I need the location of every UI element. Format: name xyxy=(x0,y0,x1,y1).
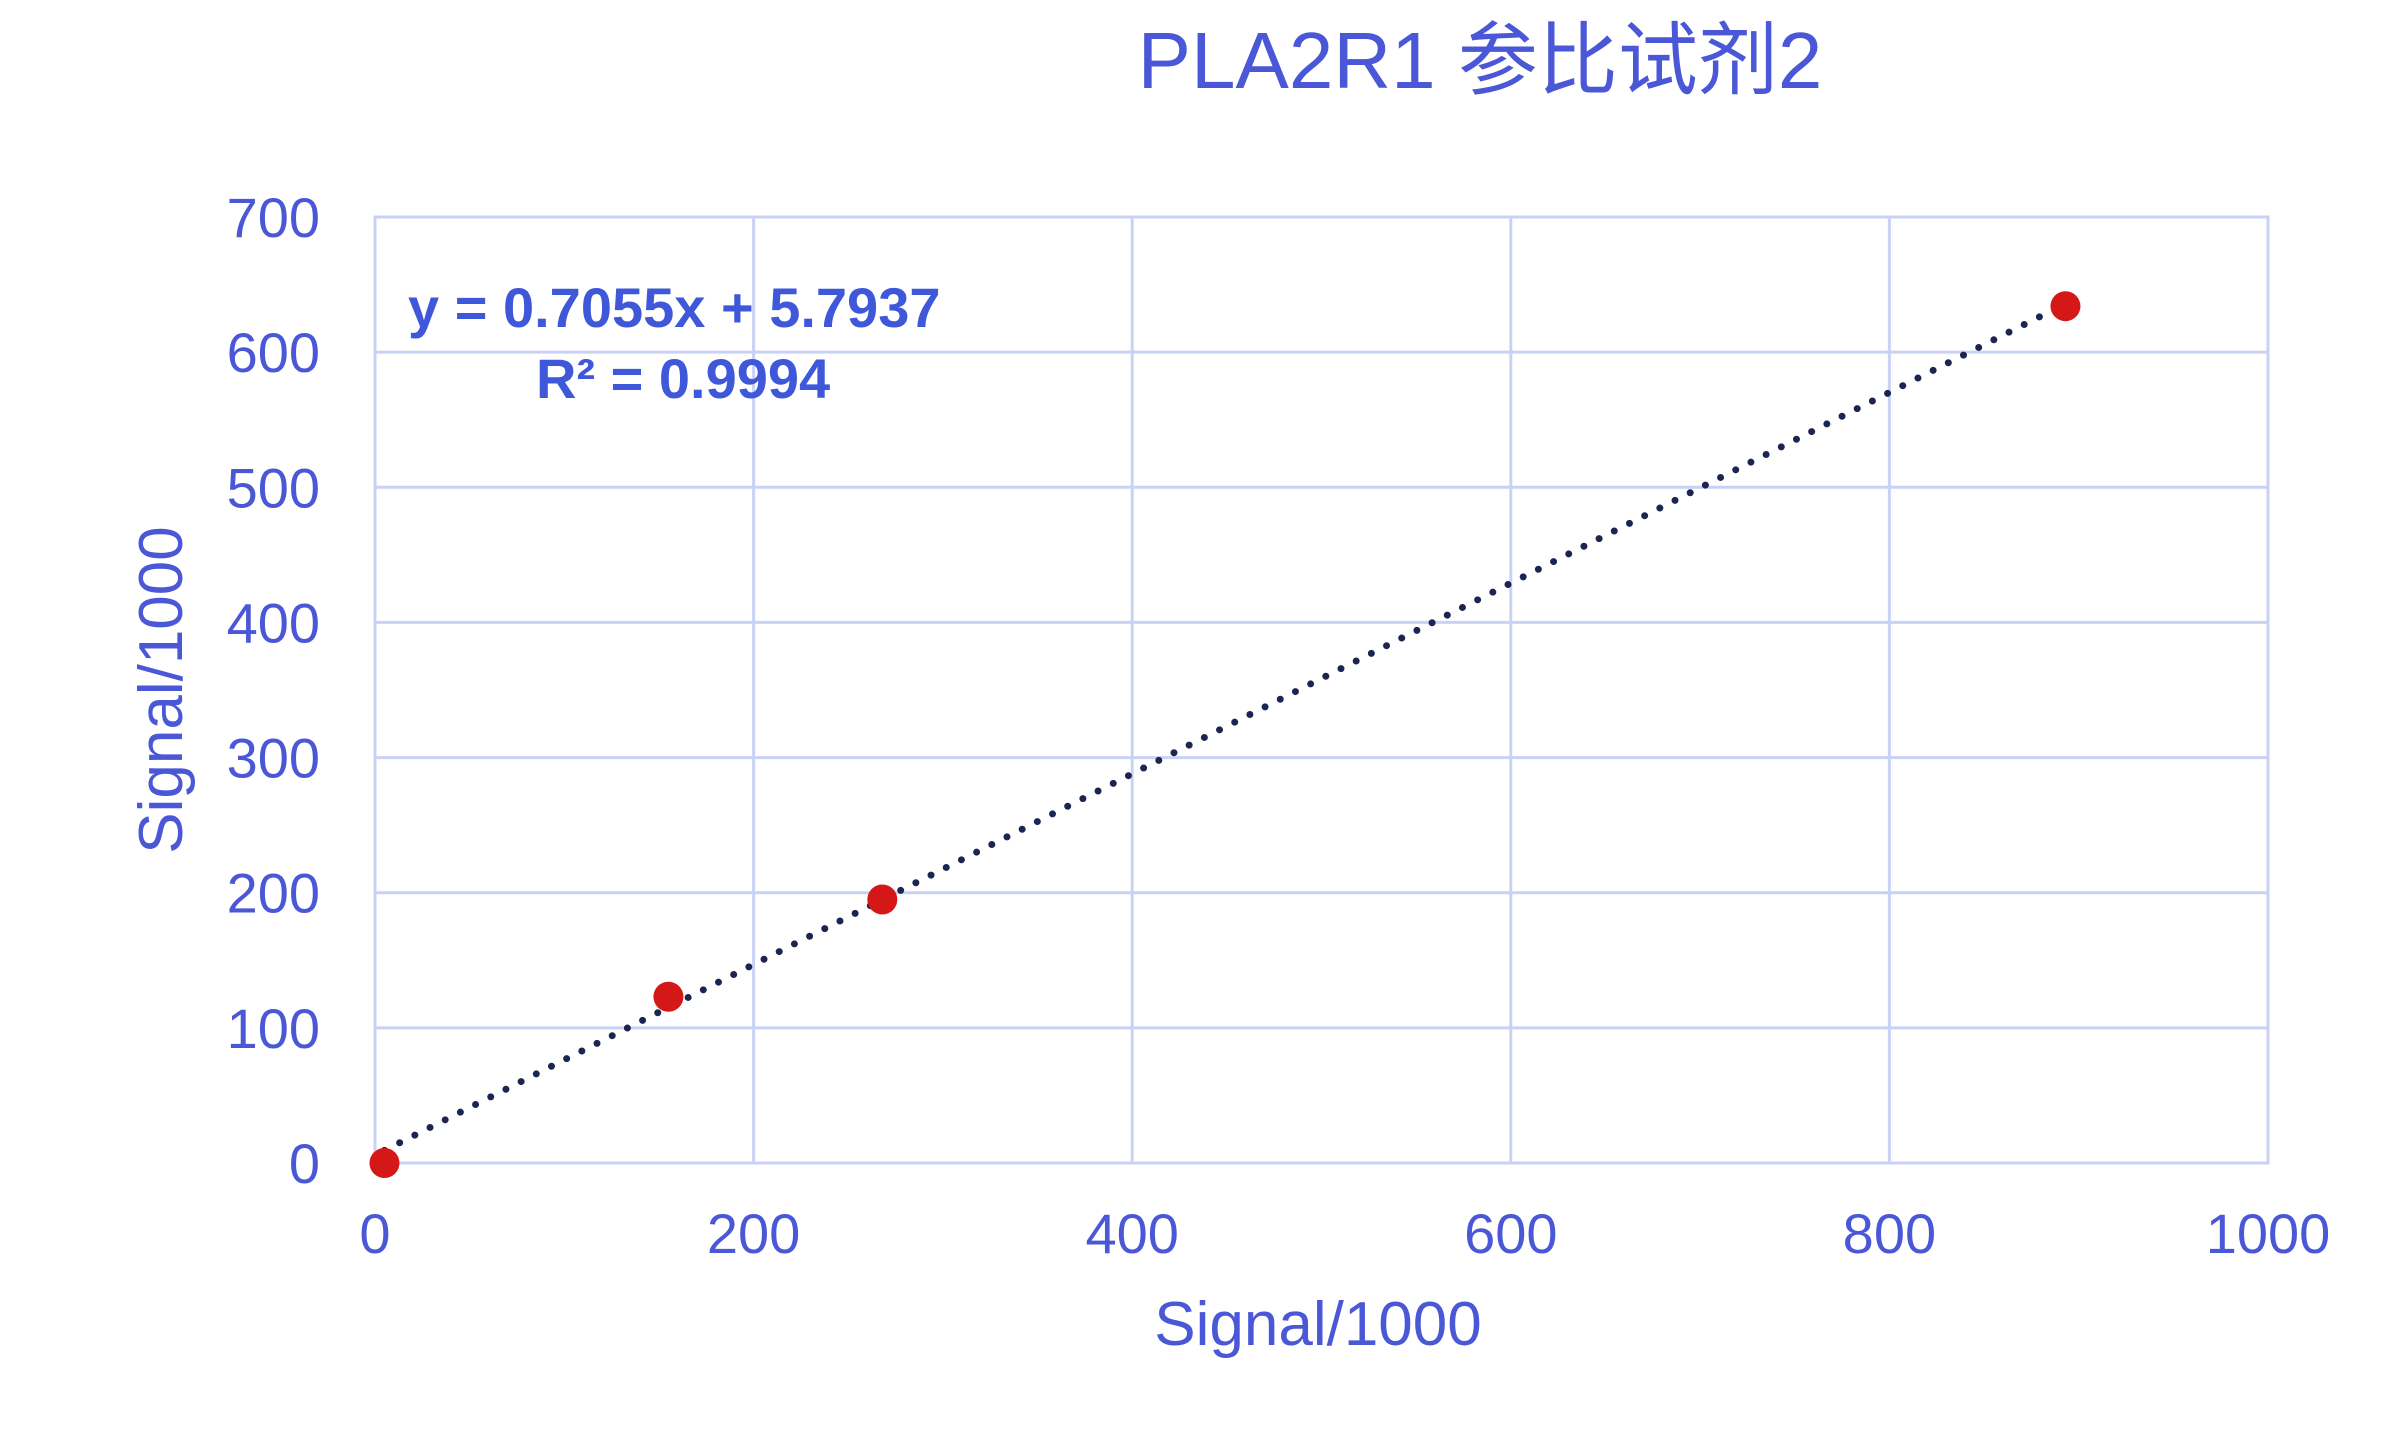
x-tick-label: 800 xyxy=(1843,1202,1936,1265)
y-tick-label: 100 xyxy=(227,997,320,1060)
y-tick-label: 400 xyxy=(227,591,320,654)
plot-area-border xyxy=(373,215,2270,1165)
y-tick-label: 600 xyxy=(227,321,320,384)
x-tick-label: 1000 xyxy=(2206,1202,2331,1265)
y-tick-label: 200 xyxy=(227,862,320,925)
y-tick-label: 300 xyxy=(227,727,320,790)
data-point xyxy=(867,884,898,915)
x-tick-label: 400 xyxy=(1085,1202,1178,1265)
chart-title: PLA2R1 参比试剂2 xyxy=(1138,16,1823,105)
trendline-equation: y = 0.7055x + 5.7937 xyxy=(408,276,941,339)
trendline xyxy=(380,300,2069,1154)
y-tick-label: 500 xyxy=(227,456,320,519)
x-axis-title: Signal/1000 xyxy=(1154,1290,1482,1359)
y-axis-title: Signal/1000 xyxy=(127,526,196,854)
trendline-layer xyxy=(380,300,2069,1154)
r-squared-label: R² = 0.9994 xyxy=(536,347,830,410)
y-tick-label: 0 xyxy=(289,1132,320,1195)
grid xyxy=(373,215,2270,1165)
x-tick-label: 600 xyxy=(1464,1202,1557,1265)
x-tick-label: 0 xyxy=(359,1202,390,1265)
y-tick-label: 700 xyxy=(227,186,320,249)
data-point xyxy=(369,1148,400,1178)
x-tick-labels: 0 200 400 600 800 1000 xyxy=(359,1202,2330,1265)
data-point xyxy=(2050,291,2081,322)
y-tick-labels: 0 100 200 300 400 500 600 700 xyxy=(227,186,320,1195)
data-point xyxy=(653,981,684,1012)
x-tick-label: 200 xyxy=(707,1202,800,1265)
data-points xyxy=(369,291,2081,1178)
